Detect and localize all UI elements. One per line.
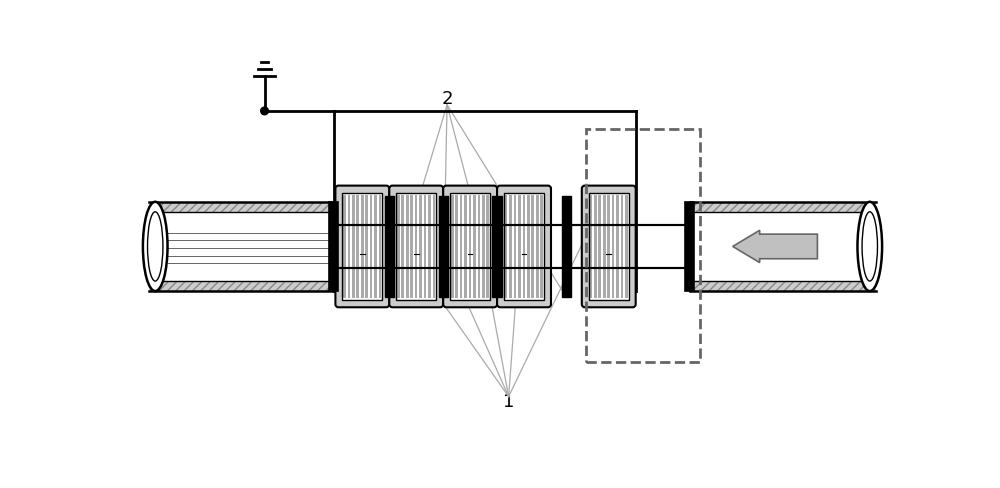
- Bar: [348, 195, 350, 298]
- Circle shape: [261, 107, 268, 115]
- Bar: [439, 196, 448, 297]
- Bar: [504, 193, 544, 300]
- Bar: [612, 195, 614, 298]
- Bar: [410, 195, 413, 298]
- Bar: [451, 195, 454, 298]
- Bar: [149, 202, 334, 291]
- Bar: [401, 195, 404, 298]
- Bar: [625, 195, 628, 298]
- Bar: [149, 202, 334, 212]
- Bar: [397, 195, 400, 298]
- Bar: [415, 195, 417, 298]
- Bar: [616, 195, 619, 298]
- Bar: [518, 195, 521, 298]
- Bar: [370, 195, 372, 298]
- Bar: [450, 193, 490, 300]
- Bar: [374, 195, 377, 298]
- Bar: [424, 195, 426, 298]
- Bar: [342, 193, 382, 300]
- Bar: [486, 195, 489, 298]
- Bar: [586, 129, 700, 362]
- Bar: [621, 195, 623, 298]
- Bar: [598, 195, 601, 298]
- Bar: [361, 195, 364, 298]
- Bar: [504, 193, 544, 300]
- Bar: [469, 195, 471, 298]
- Bar: [473, 195, 476, 298]
- Bar: [379, 195, 381, 298]
- Bar: [607, 195, 610, 298]
- Bar: [603, 195, 606, 298]
- Bar: [419, 195, 422, 298]
- Text: 2: 2: [441, 90, 453, 108]
- Bar: [690, 202, 876, 212]
- Bar: [536, 195, 539, 298]
- Bar: [594, 195, 597, 298]
- Bar: [356, 195, 359, 298]
- Bar: [523, 195, 525, 298]
- Bar: [589, 193, 629, 300]
- Bar: [589, 193, 629, 300]
- FancyBboxPatch shape: [389, 185, 443, 307]
- Bar: [690, 281, 876, 291]
- Ellipse shape: [143, 202, 168, 291]
- Bar: [478, 195, 480, 298]
- Bar: [433, 195, 435, 298]
- Bar: [450, 193, 490, 300]
- Text: 1: 1: [503, 393, 514, 411]
- FancyBboxPatch shape: [582, 185, 636, 307]
- Bar: [492, 196, 502, 297]
- Bar: [527, 195, 530, 298]
- Bar: [590, 195, 592, 298]
- Bar: [505, 195, 507, 298]
- Bar: [343, 195, 346, 298]
- FancyBboxPatch shape: [443, 185, 497, 307]
- Bar: [365, 195, 368, 298]
- Bar: [342, 193, 382, 300]
- Bar: [385, 196, 394, 297]
- Ellipse shape: [857, 202, 882, 291]
- Bar: [455, 195, 458, 298]
- Bar: [396, 193, 436, 300]
- Bar: [149, 281, 334, 291]
- Ellipse shape: [148, 212, 163, 281]
- Bar: [352, 195, 355, 298]
- FancyBboxPatch shape: [335, 185, 389, 307]
- Bar: [531, 195, 534, 298]
- Bar: [464, 195, 467, 298]
- Bar: [509, 195, 512, 298]
- Bar: [685, 202, 694, 291]
- Bar: [540, 195, 543, 298]
- FancyBboxPatch shape: [497, 185, 551, 307]
- Ellipse shape: [862, 212, 877, 281]
- Bar: [562, 196, 571, 297]
- Bar: [396, 193, 436, 300]
- Bar: [690, 202, 876, 291]
- Bar: [514, 195, 516, 298]
- Bar: [428, 195, 431, 298]
- Polygon shape: [733, 230, 817, 263]
- Bar: [482, 195, 485, 298]
- Bar: [406, 195, 409, 298]
- Bar: [460, 195, 462, 298]
- Bar: [329, 202, 338, 291]
